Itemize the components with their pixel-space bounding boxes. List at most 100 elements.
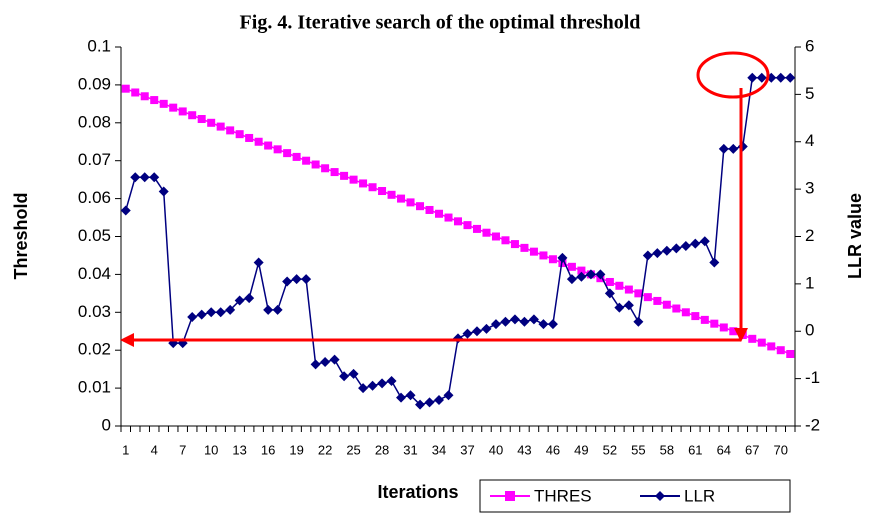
diamond-marker — [263, 304, 274, 315]
y2-tick-label: 2 — [805, 226, 814, 245]
square-marker — [131, 88, 140, 97]
diamond-marker — [728, 143, 739, 154]
x-tick-label: 40 — [489, 442, 503, 457]
square-marker — [529, 247, 538, 256]
diamond-marker — [462, 328, 473, 339]
x-tick-label: 28 — [375, 442, 389, 457]
annotation — [120, 51, 770, 347]
diamond-marker — [291, 274, 302, 285]
diamond-marker — [310, 359, 321, 370]
y2-tick-label: 0 — [805, 321, 814, 340]
square-marker — [567, 262, 576, 271]
x-tick-label: 19 — [289, 442, 303, 457]
x-tick-label: 61 — [688, 442, 702, 457]
legend-label: THRES — [534, 486, 592, 505]
square-marker — [150, 96, 159, 105]
square-marker — [292, 152, 301, 161]
square-marker — [235, 130, 244, 139]
diamond-marker — [680, 240, 691, 251]
square-marker — [311, 160, 320, 169]
square-marker — [634, 289, 643, 298]
diamond-marker — [187, 312, 198, 323]
diamond-marker — [576, 271, 587, 282]
x-tick-label: 1 — [122, 442, 129, 457]
square-marker — [387, 190, 396, 199]
square-marker — [482, 228, 491, 237]
x-tick-label: 70 — [774, 442, 788, 457]
square-marker — [283, 149, 292, 158]
chart-title: Fig. 4. Iterative search of the optimal … — [240, 12, 641, 34]
square-marker — [748, 334, 757, 343]
x-tick-label: 4 — [151, 442, 158, 457]
diamond-marker — [453, 333, 463, 344]
diamond-marker — [585, 269, 596, 280]
y2-tick-label: -1 — [805, 368, 820, 387]
square-marker — [254, 137, 263, 146]
y-axis-label: Threshold — [11, 192, 31, 279]
square-marker — [406, 198, 415, 207]
x-tick-label: 10 — [204, 442, 218, 457]
y-tick-label: 0 — [102, 415, 111, 434]
legend-marker — [655, 491, 665, 501]
square-marker — [330, 168, 339, 177]
square-marker — [539, 251, 548, 260]
diamond-marker — [699, 236, 710, 247]
diamond-marker — [405, 390, 416, 401]
diamond-marker — [396, 392, 407, 403]
square-marker — [615, 281, 624, 290]
y-tick-label: 0.09 — [78, 74, 111, 93]
diamond-marker — [500, 316, 511, 327]
x-axis-label: Iterations — [377, 482, 458, 502]
diamond-marker — [566, 274, 577, 285]
diamond-marker — [272, 304, 283, 315]
diamond-marker — [775, 72, 786, 83]
diamond-marker — [538, 319, 549, 330]
x-tick-label: 46 — [546, 442, 560, 457]
diamond-marker — [443, 390, 454, 401]
diamond-marker — [139, 172, 150, 183]
y-tick-label: 0.06 — [78, 188, 111, 207]
y2-tick-label: 4 — [805, 131, 814, 150]
square-marker — [140, 92, 149, 101]
diamond-marker — [206, 307, 217, 318]
diamond-marker — [386, 375, 397, 386]
diamond-marker — [652, 248, 663, 259]
square-marker — [681, 308, 690, 317]
square-marker — [729, 327, 738, 336]
square-marker — [662, 300, 671, 309]
diamond-marker — [623, 300, 634, 311]
diamond-marker — [424, 397, 435, 408]
diamond-marker — [320, 357, 331, 368]
diamond-marker — [690, 238, 701, 249]
square-marker — [463, 221, 472, 230]
x-tick-label: 64 — [717, 442, 731, 457]
x-tick-label: 55 — [631, 442, 645, 457]
x-tick-label: 22 — [318, 442, 332, 457]
square-marker — [624, 285, 633, 294]
diamond-marker — [434, 394, 445, 405]
x-tick-label: 49 — [574, 442, 588, 457]
diamond-marker — [358, 383, 369, 394]
diamond-marker — [519, 316, 530, 327]
diamond-marker — [234, 295, 245, 306]
y2-tick-label: -2 — [805, 415, 820, 434]
square-marker — [767, 342, 776, 351]
diamond-marker — [471, 326, 482, 337]
square-marker — [368, 183, 377, 192]
square-marker — [425, 205, 434, 214]
square-marker — [378, 187, 387, 196]
square-marker — [121, 84, 130, 93]
diamond-marker — [557, 252, 568, 263]
diamond-marker — [747, 72, 758, 83]
diamond-marker — [642, 250, 653, 261]
square-marker — [349, 175, 358, 184]
diamond-marker — [301, 274, 312, 285]
x-tick-label: 37 — [460, 442, 474, 457]
y2-tick-label: 5 — [805, 84, 814, 103]
diamond-marker — [120, 205, 131, 216]
diamond-marker — [196, 309, 207, 320]
diamond-marker — [158, 186, 169, 197]
square-marker — [178, 107, 187, 116]
diamond-marker — [367, 380, 378, 391]
